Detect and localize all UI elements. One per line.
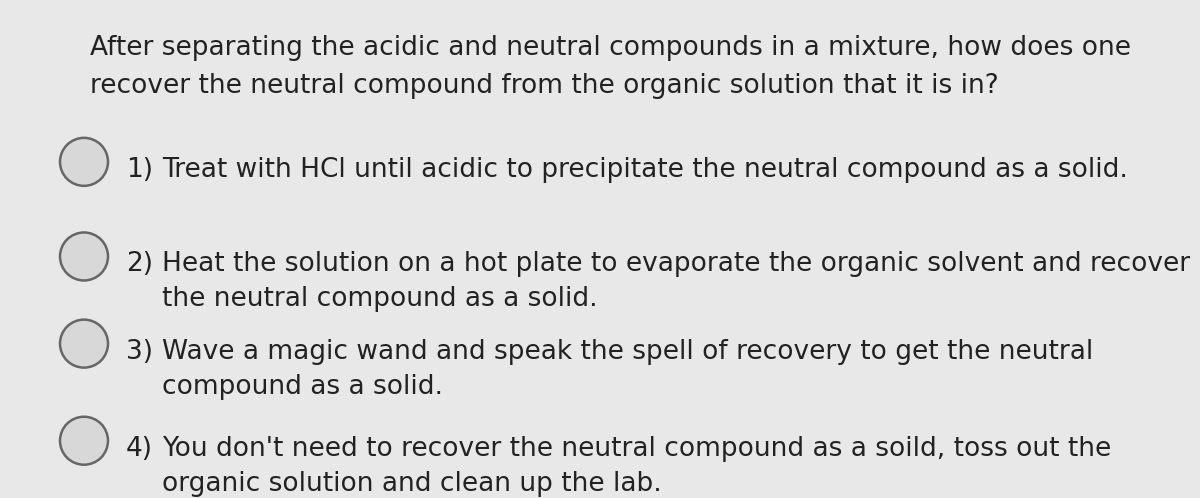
Ellipse shape — [60, 417, 108, 465]
Text: 2): 2) — [126, 251, 154, 277]
Text: 4): 4) — [126, 436, 154, 462]
Ellipse shape — [60, 320, 108, 368]
Text: 3): 3) — [126, 339, 154, 365]
Text: Treat with HCl until acidic to precipitate the neutral compound as a solid.: Treat with HCl until acidic to precipita… — [162, 157, 1128, 183]
Ellipse shape — [60, 138, 108, 186]
Text: You don't need to recover the neutral compound as a soild, toss out the
organic : You don't need to recover the neutral co… — [162, 436, 1111, 497]
Text: After separating the acidic and neutral compounds in a mixture, how does one
rec: After separating the acidic and neutral … — [90, 35, 1132, 99]
Text: Wave a magic wand and speak the spell of recovery to get the neutral
compound as: Wave a magic wand and speak the spell of… — [162, 339, 1093, 399]
Ellipse shape — [60, 233, 108, 280]
Text: Heat the solution on a hot plate to evaporate the organic solvent and recover
th: Heat the solution on a hot plate to evap… — [162, 251, 1190, 312]
Text: 1): 1) — [126, 157, 154, 183]
